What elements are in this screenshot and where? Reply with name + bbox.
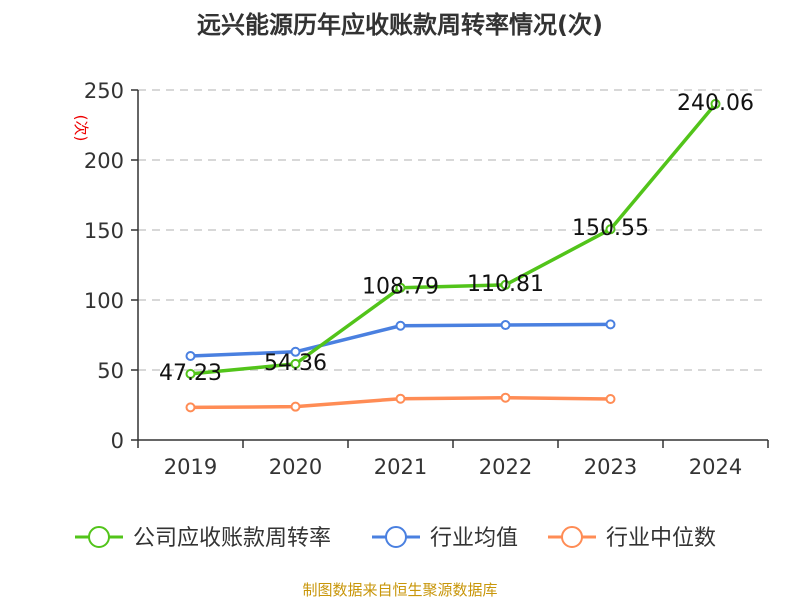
data-point	[605, 319, 616, 330]
chart-title: 远兴能源历年应收账款周转率情况(次)	[197, 11, 603, 39]
data-label: 108.79	[362, 275, 439, 300]
x-tick-label: 2020	[269, 455, 322, 479]
legend-label: 行业均值	[430, 526, 518, 551]
data-point	[500, 392, 511, 403]
data-point	[605, 224, 616, 235]
x-tick-label: 2021	[374, 455, 427, 479]
legend-item: 行业均值	[372, 526, 518, 551]
legend-item: 行业中位数	[548, 526, 716, 551]
data-point	[290, 401, 301, 412]
data-point	[710, 98, 721, 109]
y-tick-label: 50	[97, 359, 124, 383]
data-point	[395, 282, 406, 293]
data-point	[500, 320, 511, 331]
data-point	[395, 320, 406, 331]
x-tick-label: 2022	[479, 455, 532, 479]
data-label: 150.55	[572, 216, 649, 241]
data-point	[500, 279, 511, 290]
y-tick-label: 200	[84, 149, 124, 173]
y-tick-label: 0	[111, 429, 124, 453]
data-point	[185, 351, 196, 361]
legend-marker-icon	[88, 526, 110, 548]
y-tick-label: 150	[84, 219, 124, 243]
y-axis-label: (次)	[72, 115, 90, 142]
data-point	[395, 393, 406, 404]
x-tick-label: 2023	[584, 455, 637, 479]
legend-marker-icon	[385, 526, 407, 548]
data-label: 110.81	[467, 272, 544, 297]
legend-marker-icon	[561, 526, 583, 548]
data-label: 47.23	[159, 361, 222, 386]
y-tick-label: 100	[84, 289, 124, 313]
data-label: 240.06	[677, 91, 754, 116]
data-point	[290, 358, 301, 369]
data-point	[185, 368, 196, 379]
data-point	[185, 402, 196, 413]
x-tick-label: 2024	[689, 455, 742, 479]
legend-label: 行业中位数	[606, 526, 716, 551]
data-point	[290, 346, 301, 357]
legend-item: 公司应收账款周转率	[75, 526, 331, 551]
y-tick-label: 250	[84, 79, 124, 103]
data-point	[605, 393, 616, 404]
data-label: 54.36	[264, 351, 327, 376]
source-note: 制图数据来自恒生聚源数据库	[302, 581, 497, 599]
x-tick-label: 2019	[164, 455, 217, 479]
legend-label: 公司应收账款周转率	[133, 526, 331, 551]
series-line	[190, 102, 717, 376]
